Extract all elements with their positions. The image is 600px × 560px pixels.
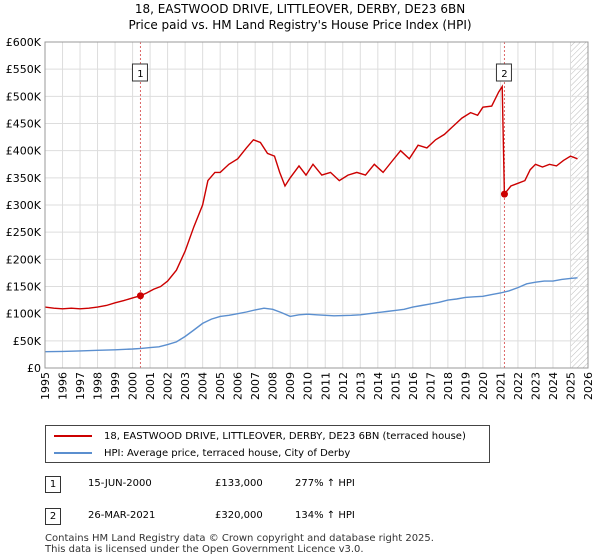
y-tick-label: £150K [6, 281, 42, 294]
x-tick-label: 2026 [582, 372, 595, 400]
x-tick-label: 2025 [564, 372, 577, 400]
y-tick-label: £0 [27, 362, 41, 375]
x-tick-label: 1997 [74, 372, 87, 400]
sale-marker-box [495, 63, 512, 82]
chart-title: 18, EASTWOOD DRIVE, LITTLEOVER, DERBY, D… [134, 2, 466, 16]
y-tick-label: £450K [6, 118, 42, 131]
transaction-date: 26-MAR-2021 [88, 510, 156, 521]
legend-label-hpi: HPI: Average price, terraced house, City… [104, 447, 351, 459]
x-tick-label: 2002 [162, 372, 175, 400]
y-tick-label: £50K [13, 335, 42, 348]
y-tick-label: £400K [6, 145, 42, 158]
y-tick-label: £600K [6, 36, 42, 49]
footer-copyright: Contains HM Land Registry data © Crown c… [45, 533, 434, 544]
x-tick-label: 2024 [547, 372, 560, 400]
x-tick-label: 1998 [92, 372, 105, 400]
transaction-hpi-change: 277% ↑ HPI [295, 478, 355, 489]
transaction-number: 1 [45, 476, 61, 493]
x-tick-label: 2009 [284, 372, 297, 400]
x-tick-label: 2012 [337, 372, 350, 400]
legend-item-hpi: HPI: Average price, terraced house, City… [54, 445, 350, 461]
y-tick-label: £350K [6, 172, 42, 185]
price-paid-line [44, 84, 578, 310]
x-tick-label: 2017 [424, 372, 437, 400]
hpi-line [44, 277, 578, 353]
x-tick-label: 2018 [442, 372, 455, 400]
x-tick-label: 2001 [144, 372, 157, 400]
legend-swatch-hpi [54, 452, 92, 454]
x-tick-label: 2020 [477, 372, 490, 400]
x-tick-label: 2010 [302, 372, 315, 400]
chart-subtitle: Price paid vs. HM Land Registry's House … [128, 18, 472, 32]
y-tick-label: £300K [6, 199, 42, 212]
chart-legend: 18, EASTWOOD DRIVE, LITTLEOVER, DERBY, D… [45, 425, 490, 463]
sale-marker-label: 1 [137, 69, 143, 80]
transaction-price: £320,000 [215, 510, 263, 521]
transaction-date: 15-JUN-2000 [88, 478, 152, 489]
y-tick-label: £550K [6, 63, 42, 76]
x-tick-label: 2014 [372, 372, 385, 400]
x-tick-label: 2023 [529, 372, 542, 400]
sale-point [500, 190, 508, 198]
sale-point [136, 292, 144, 300]
x-tick-label: 2019 [459, 372, 472, 400]
x-tick-label: 2011 [319, 372, 332, 400]
x-tick-label: 2000 [127, 372, 140, 400]
y-tick-label: £500K [6, 90, 42, 103]
x-tick-label: 2013 [354, 372, 367, 400]
sale-marker-label: 2 [501, 69, 507, 80]
footer-licence: This data is licensed under the Open Gov… [45, 544, 364, 555]
transaction-row: 1 15-JUN-2000 £133,000 277% ↑ HPI [45, 476, 545, 494]
x-tick-label: 2006 [232, 372, 245, 400]
y-tick-label: £100K [6, 308, 42, 321]
x-tick-label: 1995 [39, 372, 52, 400]
legend-swatch-price [54, 435, 92, 437]
x-tick-label: 2016 [407, 372, 420, 400]
x-tick-label: 2015 [389, 372, 402, 400]
transaction-hpi-change: 134% ↑ HPI [295, 510, 355, 521]
transaction-price: £133,000 [215, 478, 263, 489]
x-tick-label: 2022 [512, 372, 525, 400]
x-tick-label: 2004 [197, 372, 210, 400]
legend-item-price: 18, EASTWOOD DRIVE, LITTLEOVER, DERBY, D… [54, 428, 466, 444]
y-tick-label: £250K [6, 226, 42, 239]
x-tick-label: 1996 [57, 372, 70, 400]
y-tick-label: £200K [6, 253, 42, 266]
x-tick-label: 2007 [249, 372, 262, 400]
x-tick-label: 2005 [214, 372, 227, 400]
transaction-number: 2 [45, 508, 61, 525]
x-tick-label: 2008 [267, 372, 280, 400]
x-tick-label: 1999 [109, 372, 122, 400]
transaction-row: 2 26-MAR-2021 £320,000 134% ↑ HPI [45, 508, 545, 526]
legend-label-price: 18, EASTWOOD DRIVE, LITTLEOVER, DERBY, D… [104, 430, 466, 442]
x-tick-label: 2003 [179, 372, 192, 400]
x-tick-label: 2021 [494, 372, 507, 400]
price-chart: £0 £50K £100K £150K £200K £250K £300K £350K £400… [6, 36, 595, 400]
sale-marker-box [131, 63, 148, 82]
plot-frame [44, 41, 589, 369]
